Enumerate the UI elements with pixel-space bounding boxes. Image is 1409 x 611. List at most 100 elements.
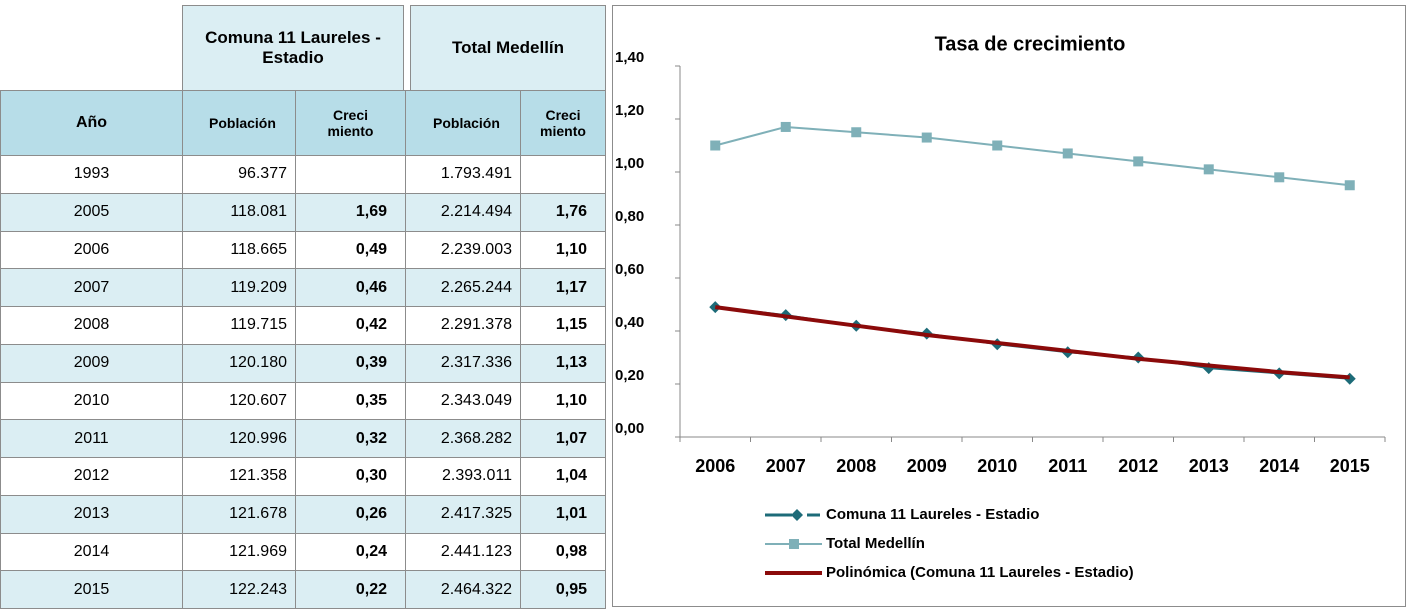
table-cell: 120.996 (182, 419, 296, 458)
cell-text: Total Medellín (451, 38, 565, 57)
y-tick-label: 0,80 (615, 208, 644, 225)
table-cell: 2.291.378 (405, 306, 521, 345)
cell-text: 2014 (73, 542, 110, 560)
table-cell: 119.715 (182, 306, 296, 345)
cell-text: 2.441.123 (440, 542, 512, 560)
cell-text: 119.715 (230, 316, 287, 334)
cell-text: 120.180 (229, 354, 287, 372)
cell-text: 2.417.325 (440, 505, 512, 523)
table-cell: 118.665 (182, 230, 296, 270)
table-cell: 0,22 (295, 570, 406, 609)
table-cell: 1,17 (520, 268, 606, 307)
cell-text: 119.209 (230, 278, 287, 296)
table-cell: 120.180 (182, 343, 296, 383)
cell-text: 121.678 (229, 505, 287, 523)
marker (1062, 148, 1073, 159)
cell-text: Comuna 11 Laureles - Estadio (205, 28, 381, 67)
marker (1133, 156, 1144, 167)
cell-text: 2.393.011 (442, 467, 512, 485)
marker (710, 140, 721, 151)
marker (780, 121, 791, 132)
x-tick-label: 2013 (1189, 456, 1229, 476)
y-tick-label: 1,40 (615, 49, 644, 66)
table-cell: 1,76 (520, 192, 606, 232)
chart-title: Tasa de crecimiento (935, 33, 1126, 55)
cell-text: 0,22 (355, 580, 387, 598)
table-cell: 2.214.494 (405, 192, 521, 232)
cell-text: 2.464.322 (440, 580, 512, 598)
cell-text: 1,10 (555, 240, 587, 258)
y-tick-label: 0,60 (615, 261, 644, 278)
table-cell: 2007 (0, 268, 183, 307)
table-cell: 2.265.244 (405, 268, 521, 307)
cell-text: 122.243 (229, 580, 287, 598)
series-line (714, 305, 1350, 380)
table-cell: 120.607 (182, 381, 296, 421)
cell-text: 0,95 (555, 580, 587, 598)
cell-text: 1,10 (555, 391, 587, 409)
cell-text: 0,32 (355, 429, 387, 447)
cell-text: 2.291.378 (440, 316, 512, 334)
y-tick-label: 0,20 (615, 367, 644, 384)
x-tick-label: 2014 (1259, 456, 1299, 476)
cell-text: 2.368.282 (440, 429, 512, 447)
cell-text: 1,13 (555, 354, 587, 372)
marker (1344, 180, 1355, 191)
cell-text: 1.793.491 (440, 165, 512, 183)
cell-text: 2.214.494 (440, 203, 512, 221)
cell-text: 2009 (73, 354, 110, 372)
x-tick-label: 2008 (836, 456, 876, 476)
table-cell: 0,26 (295, 494, 406, 534)
x-tick-label: 2012 (1118, 456, 1158, 476)
table-cell: 2.441.123 (405, 532, 521, 572)
x-tick-label: 2010 (977, 456, 1017, 476)
table-cell: 1,69 (295, 192, 406, 232)
table-cell: 0,46 (295, 268, 406, 307)
table-cell: 1,10 (520, 230, 606, 270)
table-cell (520, 155, 606, 194)
y-tick-label: 1,20 (615, 102, 644, 119)
cell-text: 2010 (73, 391, 110, 409)
table-cell: 1,07 (520, 419, 606, 458)
marker (1203, 164, 1214, 175)
table-cell: 121.969 (182, 532, 296, 572)
legend-marker (789, 539, 799, 549)
table-cell: 0,98 (520, 532, 606, 572)
y-tick-label: 0,40 (615, 314, 644, 331)
table-cell: 122.243 (182, 570, 296, 609)
table-cell: 121.358 (182, 457, 296, 496)
marker (921, 132, 932, 143)
cell-text: 1993 (73, 165, 110, 183)
table-cell: 0,95 (520, 570, 606, 609)
chart-border (612, 5, 1406, 607)
table-cell: 2015 (0, 570, 183, 609)
table-cell: 2008 (0, 306, 183, 345)
cell-text: 2011 (74, 429, 109, 447)
cell-text: Población (209, 115, 276, 131)
cell-text: 118.081 (230, 203, 287, 221)
cell-text: 121.358 (229, 467, 287, 485)
y-tick-label: 0,00 (615, 420, 644, 437)
legend-label: Total Medellín (826, 535, 925, 552)
table-cell: 1,15 (520, 306, 606, 345)
x-tick-label: 2007 (766, 456, 806, 476)
cell-text: 120.996 (229, 429, 287, 447)
cell-text: Población (433, 115, 500, 131)
cell-text: 1,07 (555, 429, 587, 447)
table-cell: 2006 (0, 230, 183, 270)
table-cell: Creci miento (295, 90, 406, 156)
table-cell: 2005 (0, 192, 183, 232)
table-cell: 2.464.322 (405, 570, 521, 609)
cell-text: 2.265.244 (440, 278, 512, 296)
table-cell: 0,49 (295, 230, 406, 270)
series-line (714, 125, 1350, 187)
cell-text: 0,49 (355, 240, 387, 258)
cell-text: 2013 (73, 505, 110, 523)
cell-text: 2.239.003 (440, 240, 512, 258)
cell-text: 0,46 (355, 278, 387, 296)
table-cell: 0,35 (295, 381, 406, 421)
table-cell: Comuna 11 Laureles - Estadio (182, 5, 404, 91)
table-cell: 2009 (0, 343, 183, 383)
cell-text: 0,39 (355, 354, 387, 372)
